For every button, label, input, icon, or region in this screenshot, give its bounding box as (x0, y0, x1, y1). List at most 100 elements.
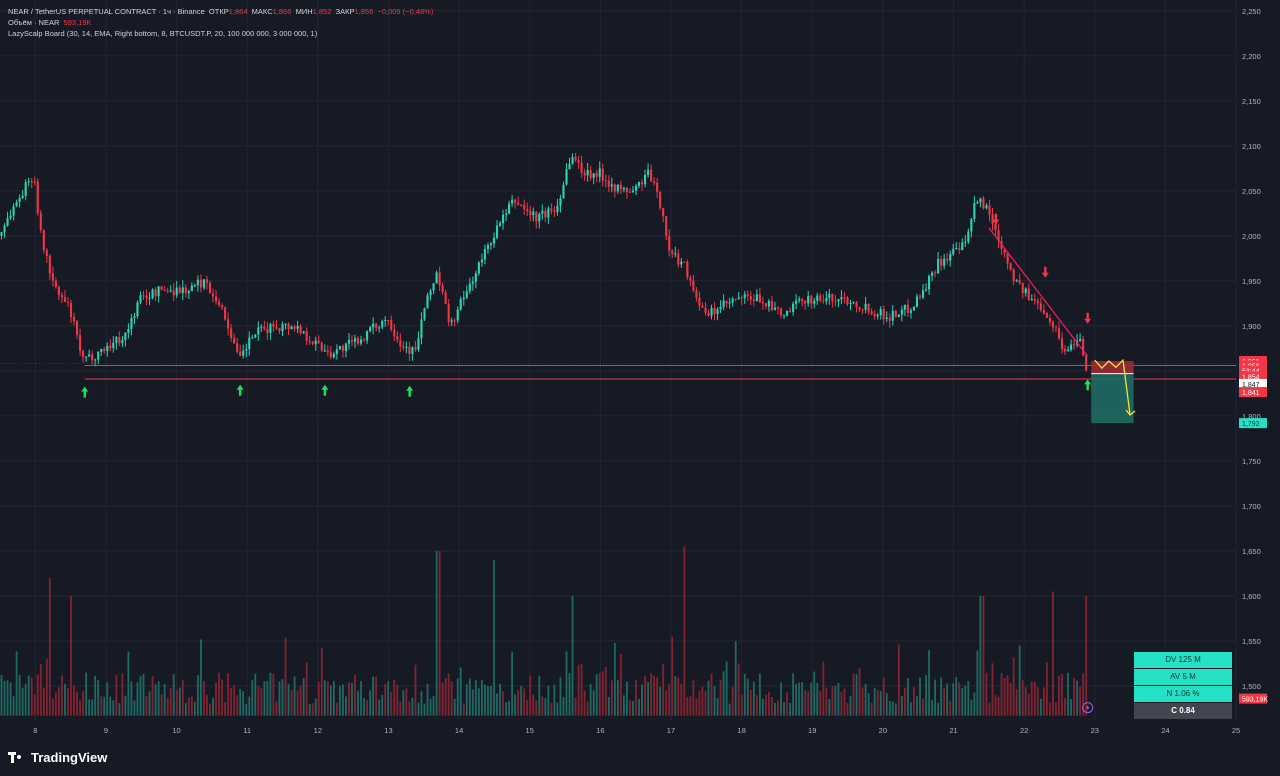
volume-bar (671, 636, 674, 716)
volume-bar (613, 643, 616, 716)
candle-body (1036, 300, 1039, 304)
candle-body (293, 326, 296, 329)
volume-bar (568, 673, 571, 716)
candle-body (810, 295, 813, 304)
candle-body (834, 301, 837, 303)
volume-bar (1006, 675, 1009, 716)
candle-body (789, 310, 792, 312)
candle-body (849, 303, 852, 305)
volume-bar (632, 701, 634, 716)
volume-bar (910, 702, 912, 716)
up-arrow (321, 384, 329, 396)
candle-body (900, 309, 903, 315)
candle-body (30, 181, 33, 183)
volume-bar (1070, 699, 1072, 716)
volume-bar (85, 672, 88, 716)
volume-bar (976, 650, 979, 716)
candle-body (477, 262, 480, 274)
volume-bar (308, 703, 311, 716)
volume-bar (1055, 702, 1057, 716)
volume-bar (520, 685, 523, 716)
candle-body (420, 319, 423, 339)
volume-bar (456, 678, 459, 716)
candle-body (387, 320, 390, 322)
volume-bar (136, 682, 139, 716)
candle-body (103, 348, 106, 352)
candle-body (568, 163, 571, 170)
volume-bar (571, 595, 574, 716)
candle-body (211, 293, 215, 297)
volume-bar (801, 682, 804, 716)
y-tick-label: 2,050 (1242, 187, 1261, 196)
volume-bar (1036, 687, 1039, 716)
candle-body (728, 302, 731, 304)
candle-body (710, 307, 713, 316)
volume-bar (1079, 686, 1082, 716)
volume-bar (541, 696, 544, 716)
x-tick-label: 19 (808, 726, 816, 735)
legend-low-label: МИН (295, 7, 313, 16)
candle-body (139, 295, 142, 303)
volume-bar (991, 663, 994, 716)
legend-indicator: LazyScalp Board (30, 14, EMA, Right bott… (8, 29, 318, 38)
volume-bar (1000, 672, 1003, 716)
candle-body (121, 340, 124, 344)
x-tick-label: 21 (949, 726, 957, 735)
candle-body (864, 303, 867, 310)
volume-bar (885, 693, 888, 716)
down-arrow (992, 213, 1000, 225)
candle-body (60, 294, 63, 298)
volume-bar (200, 639, 202, 716)
candle-body (607, 180, 610, 187)
volume-bar (692, 680, 695, 716)
volume-bar (160, 694, 163, 716)
volume-bar (323, 680, 326, 716)
volume-bar (792, 673, 795, 716)
legend-volume-label: Объём · NEAR (8, 18, 60, 27)
candle-body (142, 295, 145, 297)
volume-bar (54, 692, 57, 716)
candle-body (761, 302, 764, 304)
price-chart-svg[interactable]: 2,250 2,200 2,150 2,100 2,050 2,000 1,950 1,900… (0, 0, 1280, 740)
legend-close: 1,856 (354, 7, 374, 16)
volume-bar (166, 697, 169, 716)
volume-bar (163, 684, 166, 716)
candle-body (6, 218, 9, 226)
candle-body (393, 329, 396, 337)
volume-bar (1076, 680, 1079, 716)
candle-body (118, 337, 121, 344)
volume-bar (746, 678, 749, 716)
price-tag (1239, 693, 1267, 704)
candle-body (239, 351, 242, 356)
volume-bar (586, 701, 589, 716)
candle-body (749, 296, 752, 300)
candle-body (861, 309, 864, 311)
candle-body (885, 317, 888, 320)
volume-bar (813, 671, 816, 716)
candle-body (465, 291, 468, 298)
x-tick-label: 12 (314, 726, 322, 735)
volume-bar (858, 668, 861, 716)
volume-bar (317, 681, 320, 716)
volume-bar (335, 702, 338, 716)
volume-bar (393, 679, 396, 716)
volume-bar (988, 702, 991, 716)
volume-bar (342, 684, 344, 716)
volume-bar (1067, 672, 1069, 716)
price-tag (1239, 371, 1267, 382)
candle-body (284, 323, 287, 325)
volume-bar (212, 697, 214, 716)
candle-body (988, 205, 991, 215)
y-tick-label: 1,550 (1242, 637, 1261, 646)
candle-body (181, 287, 184, 294)
candle-body (976, 202, 979, 204)
volume-bar (783, 702, 785, 716)
candle-body (514, 199, 517, 203)
volume-bar (157, 681, 160, 716)
candle-body (375, 323, 378, 328)
y-tick-label: 1,750 (1242, 457, 1261, 466)
candle-body (450, 320, 453, 322)
tradingview-logo[interactable]: TradingView (8, 750, 107, 765)
candle-body (677, 253, 680, 265)
